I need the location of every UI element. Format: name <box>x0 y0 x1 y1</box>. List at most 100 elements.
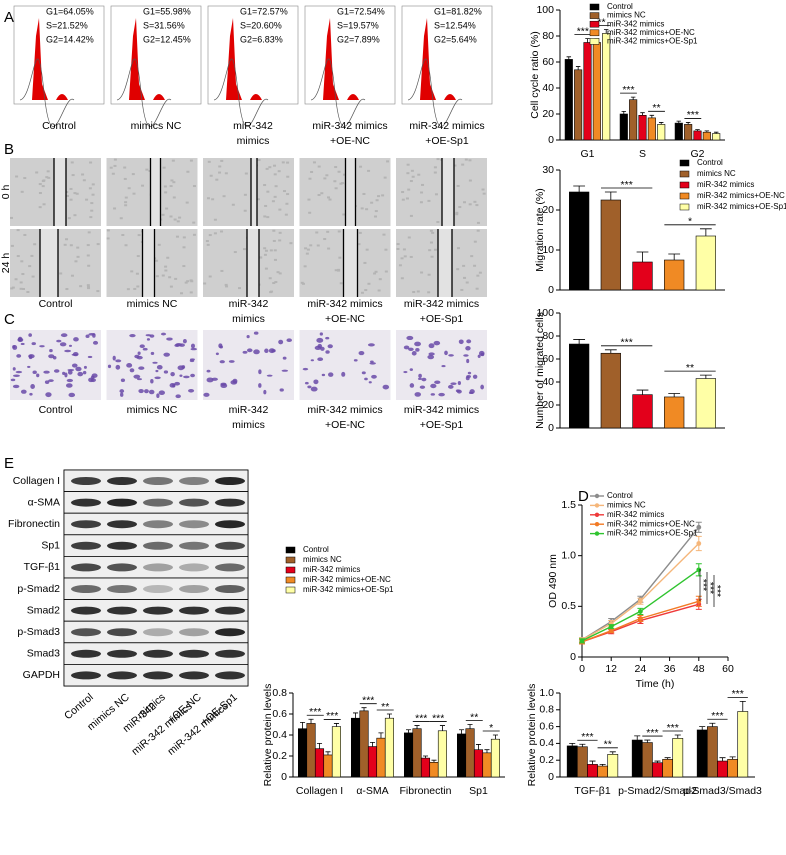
migrated-cell <box>126 363 133 368</box>
cell-texture <box>176 220 180 223</box>
cell-texture <box>20 260 24 263</box>
cell-texture <box>38 183 42 186</box>
cell-texture <box>213 232 217 235</box>
point <box>696 541 702 546</box>
significance-label: *** <box>577 25 589 37</box>
cell-texture <box>274 185 278 188</box>
cell-texture <box>317 165 321 168</box>
legend-marker <box>594 493 600 499</box>
blot-band <box>71 585 101 593</box>
bar <box>359 710 369 778</box>
migrated-cell <box>119 389 125 393</box>
group-label: Control <box>39 404 73 416</box>
cell-texture <box>410 169 414 172</box>
cell-texture <box>401 198 405 201</box>
error-bar <box>668 393 681 397</box>
migrated-cell <box>137 378 142 381</box>
error-bar <box>378 732 384 739</box>
flow-g2-peak <box>250 94 262 100</box>
legend-label: miR-342 mimics+OE-Sp1 <box>303 585 394 594</box>
y-tick-label: 80 <box>542 330 554 342</box>
point <box>638 616 643 621</box>
group-label: miR-342 mimics <box>404 404 479 416</box>
migrated-cell <box>107 364 112 369</box>
migrated-cell <box>406 335 414 341</box>
flow-g2-peak <box>56 94 68 100</box>
cell-texture <box>405 197 409 200</box>
bar <box>664 259 685 291</box>
cell-texture <box>203 282 207 285</box>
cell-texture <box>170 179 174 182</box>
cell-texture <box>337 170 341 173</box>
cell-texture <box>473 200 477 203</box>
bar <box>384 717 395 778</box>
bar <box>583 42 592 141</box>
panel-letter: E <box>4 455 14 472</box>
legend-swatch <box>285 556 296 564</box>
blot-band <box>143 649 173 658</box>
migrated-cell <box>403 345 410 350</box>
error-bar <box>585 38 590 43</box>
cell-texture <box>468 179 472 182</box>
cell-texture <box>416 290 420 293</box>
migrated-cell <box>203 392 210 397</box>
bar <box>712 133 721 141</box>
migrated-cell <box>27 365 31 368</box>
line <box>581 526 700 641</box>
error-bar <box>636 389 649 395</box>
cell-texture <box>113 207 117 210</box>
y-axis-label: Relative protein levels <box>262 684 274 787</box>
cell-texture <box>286 193 290 196</box>
error-bar <box>386 713 393 719</box>
legend-label: miR-342 mimics <box>303 565 360 574</box>
flow-stat: S=20.60% <box>240 20 282 30</box>
migrated-cell <box>438 392 445 397</box>
migrated-cell <box>414 392 422 397</box>
migrated-cell <box>441 365 446 368</box>
migrated-cell <box>43 370 50 374</box>
y-axis-label: OD 490 nm <box>547 554 559 608</box>
bar <box>350 717 361 778</box>
cell-texture <box>323 238 327 241</box>
cell-texture <box>266 190 270 193</box>
cell-texture <box>463 276 467 279</box>
cell-texture <box>306 248 310 251</box>
migrated-cell <box>71 363 78 368</box>
cell-texture <box>178 216 182 219</box>
flow-stat: G2=5.64% <box>434 34 477 44</box>
flow-stat: S=31.56% <box>143 20 185 30</box>
migrated-cell <box>17 336 23 342</box>
migrated-cell <box>12 367 16 371</box>
error-bar <box>636 251 649 262</box>
y-tick-label: 0.2 <box>539 754 554 766</box>
cell-texture <box>121 233 125 236</box>
error-bar <box>676 120 682 124</box>
y-tick-label: 0.6 <box>272 708 287 720</box>
cell-texture <box>308 177 312 180</box>
significance-label: *** <box>622 84 634 96</box>
cell-texture <box>342 173 346 176</box>
cell-texture <box>46 170 50 173</box>
cell-texture <box>174 277 178 280</box>
error-bar <box>361 707 367 711</box>
cell-texture <box>420 271 424 274</box>
legend-swatch <box>679 159 690 167</box>
migrated-cell <box>414 341 421 347</box>
blot-band <box>71 649 101 658</box>
cell-texture <box>168 276 172 279</box>
cell-texture <box>272 239 276 242</box>
migrated-cell <box>469 389 475 394</box>
group-label: +OE-NC <box>325 313 365 325</box>
blot-band <box>143 563 173 572</box>
cell-texture <box>364 289 368 292</box>
cell-texture <box>124 204 128 207</box>
migrated-cell <box>115 359 122 363</box>
legend-swatch <box>285 586 296 594</box>
blot-label: GAPDH <box>23 669 60 681</box>
error-bar <box>739 701 746 712</box>
cell-texture <box>63 243 67 246</box>
cell-texture <box>169 185 173 188</box>
cell-texture <box>475 204 479 207</box>
group-label: miR-342 mimics <box>307 404 382 416</box>
migrated-cell <box>85 334 90 339</box>
